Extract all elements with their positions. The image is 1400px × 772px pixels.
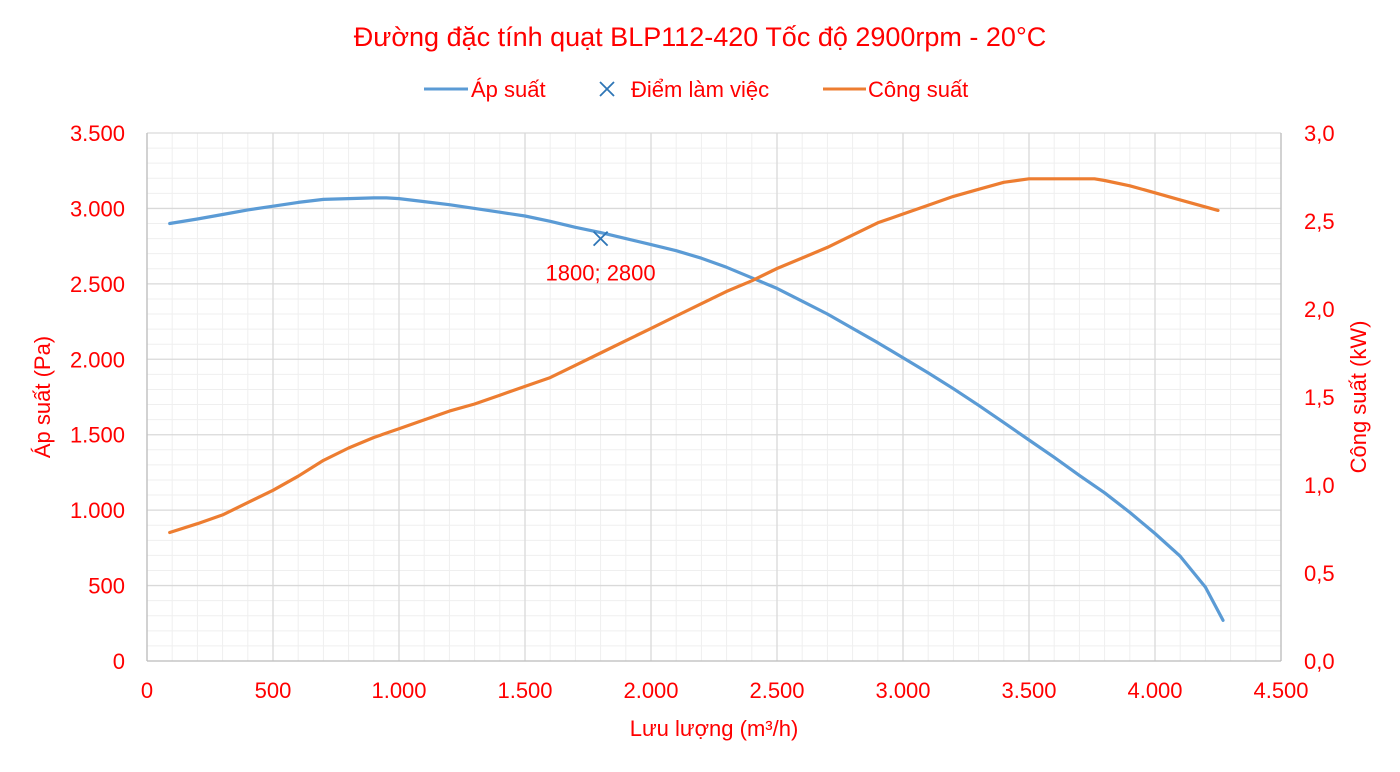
y-tick-label: 0 xyxy=(113,649,125,674)
x-tick-label: 3.000 xyxy=(875,678,930,703)
y-axis-title: Áp suất (Pa) xyxy=(30,336,55,458)
chart-title: Đường đặc tính quạt BLP112-420 Tốc độ 29… xyxy=(354,22,1047,52)
y-tick-label: 1.500 xyxy=(70,423,125,448)
series-line-cong-suat xyxy=(168,177,1220,535)
y2-tick-label: 3,0 xyxy=(1304,121,1335,146)
operating-point-data-label: 1800; 2800 xyxy=(546,261,656,286)
x-tick-label: 500 xyxy=(255,678,292,703)
y-tick-label: 3.000 xyxy=(70,196,125,221)
y-tick-label: 2.000 xyxy=(70,347,125,372)
y2-tick-label: 1,5 xyxy=(1304,385,1335,410)
legend-item-cong-suat: Công suất xyxy=(823,77,968,102)
legend: Áp suất Điểm làm việc Công suất xyxy=(424,77,968,102)
series-line-ap-suat xyxy=(168,196,1225,622)
x-axis-title: Lưu lượng (m³/h) xyxy=(630,716,799,741)
y-tick-label: 3.500 xyxy=(70,121,125,146)
operating-point-layer: 1800; 2800 xyxy=(546,230,656,286)
operating-point-marker xyxy=(592,230,609,247)
x-tick-label: 1.500 xyxy=(497,678,552,703)
tick-labels: 0 500 1.000 1.500 2.000 2.500 3.000 3.500 4.000 4… xyxy=(70,121,1335,703)
y2-tick-label: 1,0 xyxy=(1304,473,1335,498)
marker-stroke xyxy=(592,230,609,247)
y-tick-label: 500 xyxy=(88,574,125,599)
y-tick-label: 1.000 xyxy=(70,498,125,523)
legend-label-diem-lam-viec: Điểm làm việc xyxy=(631,77,769,102)
x-tick-label: 1.000 xyxy=(371,678,426,703)
x-tick-label: 4.500 xyxy=(1253,678,1308,703)
axes xyxy=(146,133,1282,662)
legend-item-diem-lam-viec: Điểm làm việc xyxy=(599,77,769,102)
x-tick-label: 0 xyxy=(141,678,153,703)
legend-label-cong-suat: Công suất xyxy=(868,77,968,102)
series-lines xyxy=(168,177,1225,622)
y2-tick-label: 2,5 xyxy=(1304,209,1335,234)
y-tick-label: 2.500 xyxy=(70,272,125,297)
y2-tick-label: 2,0 xyxy=(1304,297,1335,322)
x-tick-label: 2.000 xyxy=(623,678,678,703)
legend-swatch-x-marker xyxy=(599,81,615,97)
x-tick-label: 3.500 xyxy=(1001,678,1056,703)
y2-axis-title: Công suất (kW) xyxy=(1346,321,1371,474)
x-tick-label: 4.000 xyxy=(1127,678,1182,703)
legend-item-ap-suat: Áp suất xyxy=(424,77,546,102)
legend-label-ap-suat: Áp suất xyxy=(471,77,546,102)
x-tick-label: 2.500 xyxy=(749,678,804,703)
y2-tick-label: 0,5 xyxy=(1304,561,1335,586)
y2-tick-label: 0,0 xyxy=(1304,649,1335,674)
